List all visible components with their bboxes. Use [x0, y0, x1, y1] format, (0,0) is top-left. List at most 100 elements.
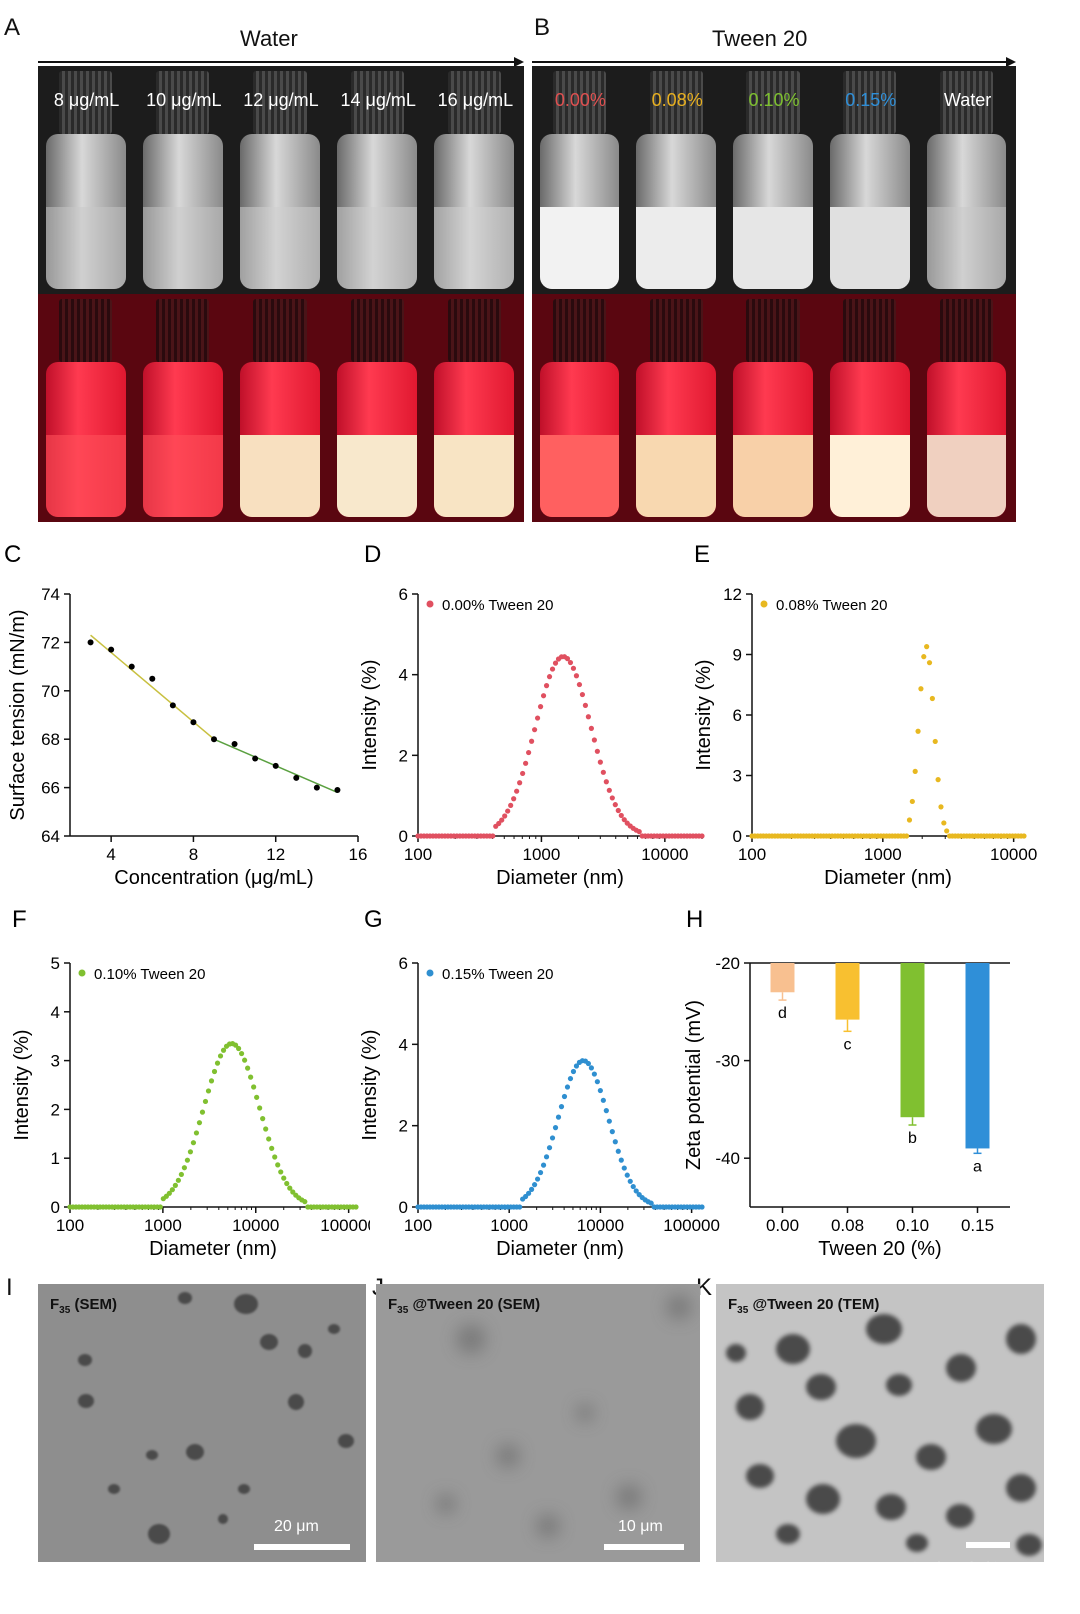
- data-point: [257, 1105, 263, 1111]
- vial-liquid: [636, 207, 716, 290]
- data-point: [505, 808, 511, 814]
- x-tick-label: 100000: [320, 1216, 370, 1235]
- particle: [1006, 1324, 1036, 1354]
- data-point: [353, 1204, 359, 1210]
- data-point: [87, 639, 94, 646]
- vial-liquid: [45, 435, 126, 518]
- particle: [238, 1484, 250, 1494]
- data-point: [211, 736, 217, 743]
- x-tick-label: 100: [404, 1216, 432, 1235]
- data-point: [944, 828, 950, 834]
- data-point: [582, 702, 589, 708]
- data-point: [184, 1157, 191, 1163]
- data-point: [929, 695, 935, 702]
- particle: [496, 1444, 520, 1468]
- significance-letter: d: [778, 1005, 787, 1022]
- vial: [822, 294, 917, 522]
- data-point: [633, 1188, 639, 1194]
- data-point: [549, 666, 556, 672]
- vial: [427, 294, 522, 522]
- particle: [806, 1484, 840, 1514]
- particle: [148, 1524, 170, 1544]
- x-tick-label: 12: [266, 845, 285, 864]
- vial: [919, 66, 1014, 294]
- data-point: [597, 759, 603, 765]
- vial: [330, 294, 425, 522]
- y-tick-label: 9: [733, 646, 742, 665]
- data-point: [549, 1135, 556, 1141]
- data-point: [699, 833, 705, 839]
- tween-sample-label: 0.00%: [554, 90, 606, 110]
- data-point: [594, 748, 600, 754]
- particle: [536, 1514, 560, 1538]
- data-point: [269, 1145, 275, 1151]
- y-tick-label: 0: [399, 827, 408, 846]
- vial-cap: [649, 298, 703, 363]
- bar: [835, 963, 860, 1020]
- panel-a-title: Water: [240, 26, 298, 51]
- x-tick-label: 10000: [577, 1216, 624, 1235]
- concentration-label: 8 μg/mL: [53, 90, 120, 110]
- data-point: [266, 1136, 272, 1142]
- y-axis-label: Zeta potential (mV): [683, 1000, 705, 1170]
- vial-cap: [156, 70, 210, 135]
- particle: [178, 1292, 192, 1304]
- legend-label: 0.08% Tween 20: [776, 597, 887, 614]
- particle: [234, 1294, 258, 1314]
- particle: [876, 1494, 906, 1520]
- data-point: [208, 1078, 215, 1084]
- data-point: [172, 1182, 178, 1188]
- vial: [38, 294, 133, 522]
- y-tick-label: 0: [51, 1198, 60, 1217]
- data-point: [169, 1187, 175, 1193]
- y-tick-label: -40: [715, 1149, 740, 1168]
- particle: [108, 1484, 120, 1494]
- data-point: [603, 779, 609, 785]
- vial-liquid: [926, 435, 1007, 518]
- data-point: [636, 829, 642, 835]
- vial-cap: [843, 298, 897, 363]
- particle: [946, 1354, 976, 1382]
- y-tick-label: 1: [51, 1149, 60, 1168]
- particle: [616, 1484, 642, 1510]
- vial: [822, 66, 917, 294]
- data-point: [918, 686, 924, 692]
- em-caption-j: F35 @Tween 20 (SEM): [388, 1296, 541, 1316]
- data-point: [1021, 833, 1027, 839]
- data-point: [921, 654, 927, 660]
- data-point: [909, 798, 915, 805]
- data-point: [248, 1074, 254, 1080]
- y-tick-label: 72: [41, 633, 60, 652]
- x-axis-label: Diameter (nm): [496, 867, 624, 889]
- particle: [436, 1494, 456, 1514]
- y-tick-label: 4: [399, 666, 408, 685]
- particle: [836, 1424, 876, 1458]
- panel-label: C: [4, 541, 21, 568]
- panel-label: H: [686, 906, 703, 933]
- vial-liquid: [337, 435, 418, 518]
- y-tick-label: 68: [41, 730, 60, 749]
- y-tick-label: 2: [399, 1117, 408, 1136]
- data-point: [523, 760, 529, 766]
- watermark-text: 公众号 · 仿生结构: [784, 1560, 1010, 1590]
- panel-label: E: [694, 541, 710, 568]
- vial-liquid: [733, 207, 813, 290]
- data-point: [517, 780, 523, 786]
- tween-sample-label: Water: [943, 90, 992, 110]
- x-axis-label: Concentration (μg/mL): [114, 867, 313, 889]
- data-point: [231, 741, 238, 748]
- data-point: [576, 681, 583, 688]
- x-tick-label: 0.08: [831, 1216, 864, 1235]
- x-tick-label: 100000: [663, 1216, 720, 1235]
- vial-liquid: [539, 207, 620, 290]
- data-point: [128, 663, 135, 670]
- vial-liquid: [636, 435, 716, 518]
- vial-liquid: [829, 435, 910, 518]
- scale-bar-j: [604, 1544, 684, 1550]
- legend-label: 0.00% Tween 20: [442, 597, 553, 614]
- panel-label-a: A: [4, 14, 21, 41]
- vial-liquid: [434, 207, 515, 290]
- data-point: [630, 1183, 636, 1190]
- data-point: [260, 1116, 266, 1122]
- data-point: [529, 1186, 535, 1192]
